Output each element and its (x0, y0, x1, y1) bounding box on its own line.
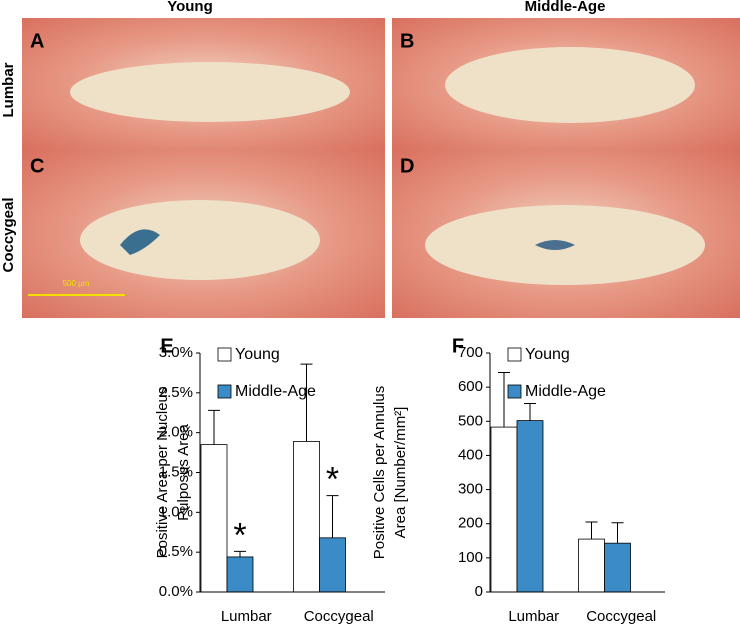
histology: 500 µm (22, 18, 740, 318)
y-tick-label: 200 (458, 515, 483, 532)
x-tick-label: Coccygeal (586, 608, 656, 625)
bar (516, 420, 544, 593)
error-bar (208, 409, 220, 445)
column-label: Young (167, 0, 213, 15)
legend-label: Young (235, 346, 280, 363)
y-tick-label: 300 (458, 481, 483, 498)
panel-letter: B (400, 30, 414, 52)
y-tick-label: 2.0% (159, 424, 193, 441)
nucleus (445, 47, 695, 123)
error-bar (498, 371, 510, 428)
error-bar (611, 522, 624, 544)
bar (200, 444, 228, 593)
legend-label: Middle-Age (525, 383, 606, 400)
bar (604, 542, 631, 593)
y-tick-label: 400 (458, 446, 483, 463)
row-label: Coccygeal (0, 197, 17, 272)
significance: * (233, 516, 246, 554)
legend-label: Middle-Age (235, 383, 316, 400)
x-tick-label: Coccygeal (304, 608, 374, 625)
y-axis-label: Positive Area per Nucleus (154, 387, 171, 559)
stain (535, 240, 575, 250)
bar (490, 426, 518, 593)
stain (120, 229, 160, 255)
x-tick-label: Lumbar (221, 608, 272, 625)
legend-swatch (507, 347, 522, 362)
y-tick-label: 0.5% (159, 543, 193, 560)
bar (578, 538, 605, 593)
error-bar (524, 403, 536, 421)
nucleus (70, 62, 350, 122)
bar (293, 441, 320, 593)
bar (226, 556, 254, 593)
legend-label: Young (525, 346, 570, 363)
y-tick-label: 1.0% (159, 503, 193, 520)
y-axis-label: Pulposus Area (175, 423, 192, 520)
panel-letter: E (160, 335, 173, 357)
significance: * (326, 461, 339, 499)
y-axis-label: Area [Number/mm²] (392, 407, 409, 539)
y-tick-label: 500 (458, 412, 483, 429)
error-bar (234, 550, 246, 557)
panel-letter: F (452, 335, 464, 357)
y-tick-label: 0.0% (159, 583, 193, 600)
y-tick-label: 1.5% (159, 463, 193, 480)
y-tick-label: 0 (475, 583, 483, 600)
row-label: Lumbar (0, 62, 17, 117)
bar (319, 537, 346, 593)
panel-letter: A (30, 30, 44, 52)
error-bar (326, 495, 339, 538)
y-tick-label: 100 (458, 549, 483, 566)
x-tick-label: Lumbar (508, 608, 559, 625)
scale-label: 500 µm (63, 279, 90, 288)
legend-swatch (217, 384, 232, 399)
nucleus (80, 200, 320, 280)
panel-letter: D (400, 155, 414, 177)
column-label: Middle-Age (525, 0, 606, 15)
y-tick-label: 600 (458, 378, 483, 395)
legend-swatch (507, 384, 522, 399)
y-tick-label: 3.0% (159, 344, 193, 361)
error-bar (300, 363, 313, 442)
legend-swatch (217, 347, 232, 362)
y-axis-label: Positive Cells per Annulus (371, 386, 388, 559)
y-tick-label: 2.5% (159, 384, 193, 401)
y-tick-label: 700 (458, 344, 483, 361)
error-bar (585, 521, 598, 540)
panel-letter: C (30, 155, 44, 177)
